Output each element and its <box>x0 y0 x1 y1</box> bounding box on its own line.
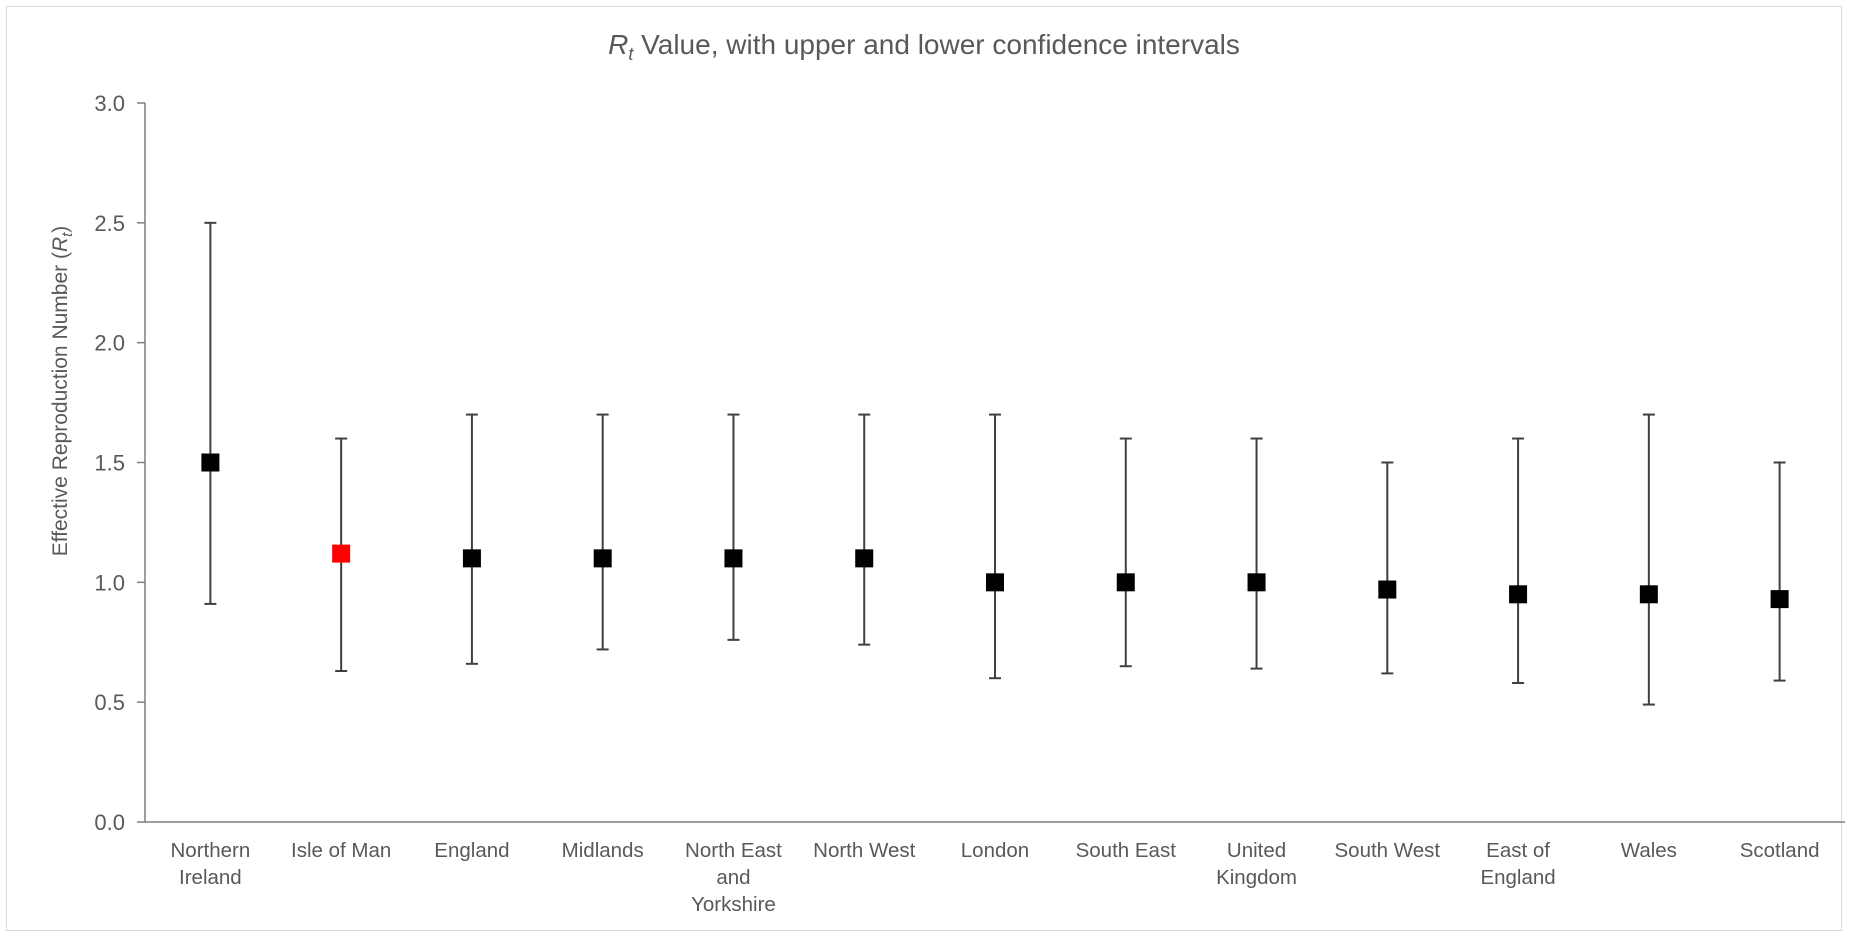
x-category-label: United Kingdom <box>1216 839 1297 889</box>
y-axis-title-suffix: ) <box>49 226 72 233</box>
chart-title: Rt Value, with upper and lower confidenc… <box>608 29 1240 64</box>
markers <box>201 453 1789 609</box>
y-tick-label: 0.5 <box>94 690 125 715</box>
data-point-marker <box>1247 573 1266 592</box>
y-tick-label: 2.0 <box>94 331 125 356</box>
x-category-label: East of England <box>1480 839 1555 889</box>
y-ticks: 0.0 0.5 1.0 1.5 2.0 2.5 3.0 <box>94 91 145 835</box>
x-category-label: England <box>434 839 509 862</box>
x-category-label: Northern Ireland <box>171 839 251 889</box>
data-point-marker <box>1770 590 1789 609</box>
chart-frame <box>6 6 1842 931</box>
x-category-label: Isle of Man <box>291 839 391 862</box>
data-point-marker <box>1509 585 1528 604</box>
y-tick-label: 2.5 <box>94 211 125 236</box>
data-point-marker <box>724 549 743 568</box>
y-axis-title: Effective Reproduction Number (Rt) <box>49 226 76 557</box>
data-point-marker <box>1378 580 1397 599</box>
x-category-label: South East <box>1076 839 1177 862</box>
y-axis-title-subscript: t <box>59 232 76 237</box>
x-category-label: Midlands <box>562 839 644 862</box>
y-axis-title-text: Effective Reproduction Number ( <box>49 252 72 556</box>
y-tick-label: 3.0 <box>94 91 125 116</box>
data-point-marker <box>201 453 220 472</box>
y-axis-title-symbol: R <box>49 237 72 252</box>
data-point-marker <box>1639 585 1658 604</box>
x-category-label: North West <box>813 839 915 862</box>
data-point-marker <box>986 573 1004 592</box>
x-category-label: South West <box>1335 839 1441 862</box>
x-category-label: North East and Yorkshire <box>685 839 782 916</box>
title-text: Value, with upper and lower confidence i… <box>633 29 1240 60</box>
data-point-marker <box>332 544 351 563</box>
y-tick-label: 1.5 <box>94 451 125 476</box>
title-symbol: R <box>608 29 628 60</box>
title-subscript: t <box>628 44 634 64</box>
x-category-label: London <box>961 839 1029 862</box>
data-point-marker <box>1116 573 1135 592</box>
data-point-marker <box>593 549 612 568</box>
data-point-marker <box>855 549 874 568</box>
x-category-label: Wales <box>1621 839 1677 862</box>
y-tick-label: 1.0 <box>94 570 125 595</box>
error-bars <box>204 221 1786 706</box>
data-point-marker <box>462 549 481 568</box>
y-tick-label: 0.0 <box>94 810 125 835</box>
x-labels: Northern Ireland Isle of Man England Midland… <box>171 839 1820 916</box>
x-category-label: Scotland <box>1740 839 1820 862</box>
